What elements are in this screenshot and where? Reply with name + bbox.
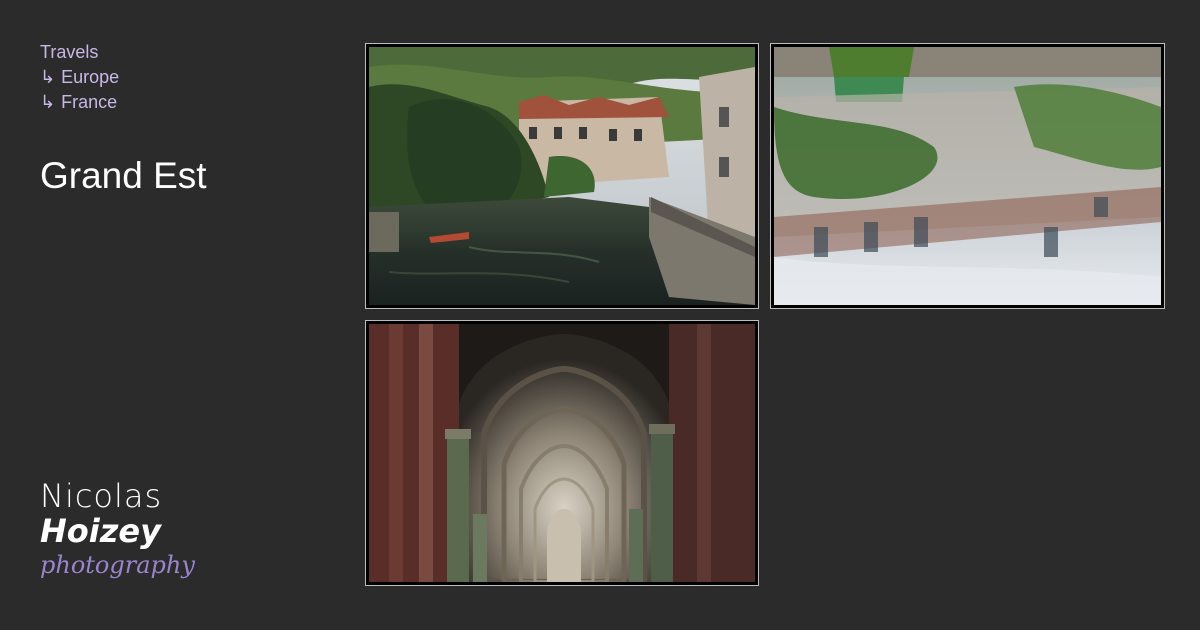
gallery-photo-reflection[interactable]	[770, 43, 1165, 309]
breadcrumb-label-europe: Europe	[61, 67, 120, 87]
canal-photo-image	[369, 47, 755, 305]
logo-first-name: Nicolas	[40, 477, 163, 515]
page-title: Grand Est	[40, 155, 207, 196]
logo-last-name: Hoizey	[40, 512, 161, 550]
breadcrumb-travels[interactable]: Travels	[40, 40, 119, 65]
breadcrumb-label-travels: Travels	[40, 42, 99, 62]
breadcrumb-europe[interactable]: ↳ Europe	[40, 65, 119, 90]
gallery-photo-canal[interactable]	[365, 43, 759, 309]
breadcrumb: Travels ↳ Europe ↳ France	[40, 40, 119, 115]
gallery-photo-cloister[interactable]	[365, 320, 759, 586]
logo-tagline: photography	[40, 551, 195, 579]
breadcrumb-france[interactable]: ↳ France	[40, 90, 119, 115]
site-logo[interactable]: Nicolas Hoizey photography	[40, 477, 195, 582]
cloister-photo-image	[369, 324, 755, 582]
breadcrumb-label-france: France	[61, 92, 118, 112]
subdirectory-arrow-icon: ↳	[40, 92, 56, 113]
reflection-photo-image	[774, 47, 1161, 305]
subdirectory-arrow-icon: ↳	[40, 67, 56, 88]
